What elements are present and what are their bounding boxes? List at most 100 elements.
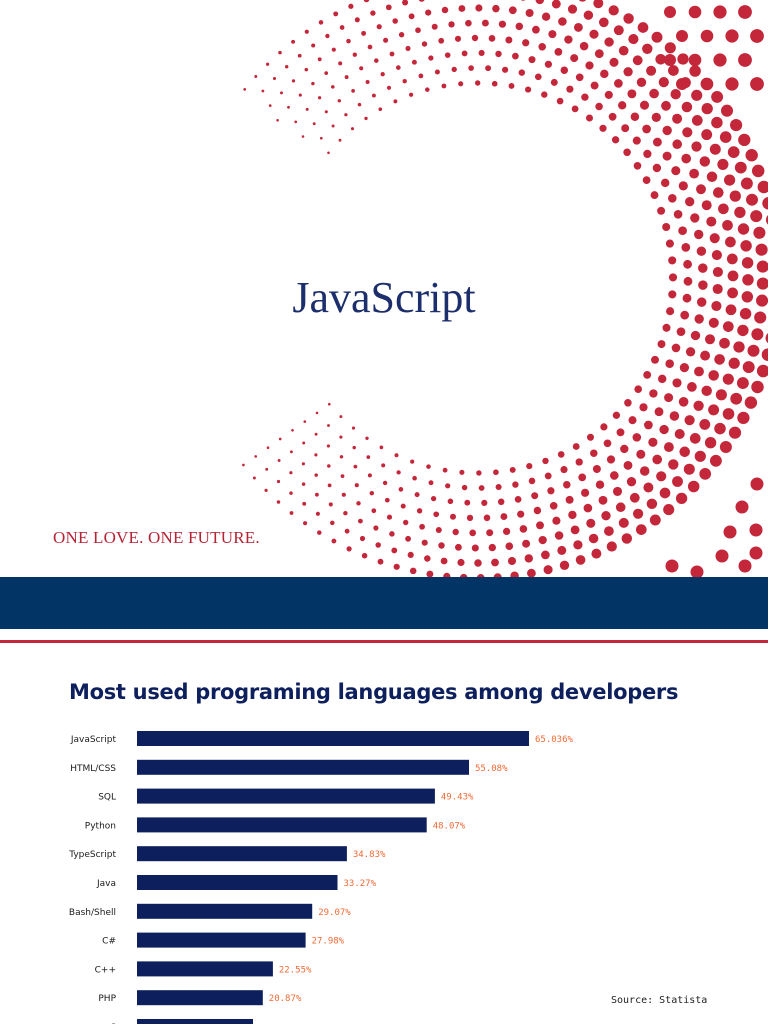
decor-dot <box>608 5 619 16</box>
decor-dot <box>359 66 364 71</box>
decor-dot <box>400 503 406 509</box>
decor-dot <box>745 149 758 162</box>
decor-dot <box>409 567 417 575</box>
decor-dot <box>757 180 768 194</box>
decor-dot <box>573 22 583 32</box>
decor-dot <box>749 523 763 537</box>
decor-dot <box>339 415 343 419</box>
decor-dot <box>672 139 682 149</box>
decor-dot <box>510 571 519 577</box>
decor-dot <box>509 466 516 473</box>
decor-dot <box>704 334 716 345</box>
decor-dot <box>575 555 586 565</box>
decor-dot <box>676 327 686 337</box>
decor-dot <box>601 511 611 521</box>
decor-dot <box>317 530 322 535</box>
decor-dot <box>393 563 400 570</box>
decor-dot <box>366 455 371 459</box>
decor-dot <box>469 529 477 537</box>
decor-dot <box>756 364 768 378</box>
decor-dot <box>701 129 713 141</box>
decor-dot <box>634 385 643 394</box>
decor-dot <box>581 93 589 101</box>
decor-dot <box>643 482 654 493</box>
decor-dot <box>649 389 658 398</box>
decor-dot <box>642 43 653 54</box>
decor-dot <box>637 22 649 33</box>
value-label: 55.08% <box>475 764 508 774</box>
decor-dot <box>698 280 708 290</box>
chart-source: Source: Statista <box>611 995 708 1006</box>
decor-dot <box>742 361 755 374</box>
decor-dot <box>572 443 580 450</box>
decor-dot <box>699 468 712 480</box>
decor-dot <box>744 396 758 409</box>
decor-dot <box>725 304 737 316</box>
decor-dot <box>681 101 693 113</box>
decor-dot <box>739 307 752 320</box>
decor-dot <box>664 393 674 403</box>
decor-dot <box>659 424 669 435</box>
decor-dot <box>742 274 754 286</box>
decor-dot <box>266 446 270 450</box>
decor-dot <box>568 510 577 520</box>
value-label: 33.27% <box>344 879 377 889</box>
decor-dot <box>538 43 546 51</box>
decor-dot <box>478 49 485 57</box>
decor-dot <box>699 156 710 167</box>
decor-dot <box>557 545 567 555</box>
decor-dot <box>728 357 740 369</box>
decor-dot <box>461 50 468 57</box>
decor-dot <box>669 411 680 421</box>
decor-dot <box>639 403 648 412</box>
decor-dot <box>384 497 390 503</box>
decor-dot <box>265 62 270 66</box>
decor-dot <box>381 463 386 468</box>
decor-dot <box>751 164 765 178</box>
decor-dot <box>683 276 693 286</box>
decor-dot <box>425 9 432 16</box>
decor-dot <box>557 451 565 458</box>
decor-dot <box>302 441 306 445</box>
category-label: TypeScript <box>68 850 116 860</box>
decor-dot <box>612 486 623 496</box>
decor-dot <box>663 504 675 516</box>
decor-dot <box>567 4 578 14</box>
decor-dot <box>471 544 479 552</box>
decor-dot <box>527 568 536 577</box>
decor-dot <box>350 127 355 131</box>
decor-dot <box>365 79 370 85</box>
decor-dot <box>713 5 727 19</box>
decor-dot <box>426 464 431 469</box>
decor-dot <box>280 91 283 95</box>
decor-dot <box>367 44 373 50</box>
decor-dot <box>668 256 677 265</box>
decor-dot <box>346 38 351 44</box>
decor-dot <box>611 136 620 144</box>
decor-dot <box>724 174 736 186</box>
decor-dot <box>665 559 679 573</box>
decor-dot <box>451 66 457 73</box>
decor-dot <box>276 119 279 122</box>
decor-dot <box>396 470 401 475</box>
decor-dot <box>373 525 379 531</box>
decor-dot <box>684 415 695 426</box>
decor-dot <box>573 540 583 550</box>
decor-dot <box>371 93 376 98</box>
decor-dot <box>554 48 563 56</box>
header-band <box>0 577 768 629</box>
decor-dot <box>583 10 594 20</box>
decor-dot <box>317 57 322 62</box>
decor-dot <box>674 428 685 440</box>
decor-dot <box>341 492 346 497</box>
decor-dot <box>676 30 688 42</box>
decor-dot <box>730 392 743 405</box>
decor-dot <box>459 469 465 475</box>
dot-pattern-decoration <box>242 0 768 577</box>
category-label: C++ <box>95 965 116 975</box>
decor-dot <box>541 91 548 98</box>
decor-dot <box>304 29 309 34</box>
decor-dot <box>680 310 690 320</box>
decor-dot <box>709 454 722 467</box>
decor-dot <box>354 17 360 23</box>
